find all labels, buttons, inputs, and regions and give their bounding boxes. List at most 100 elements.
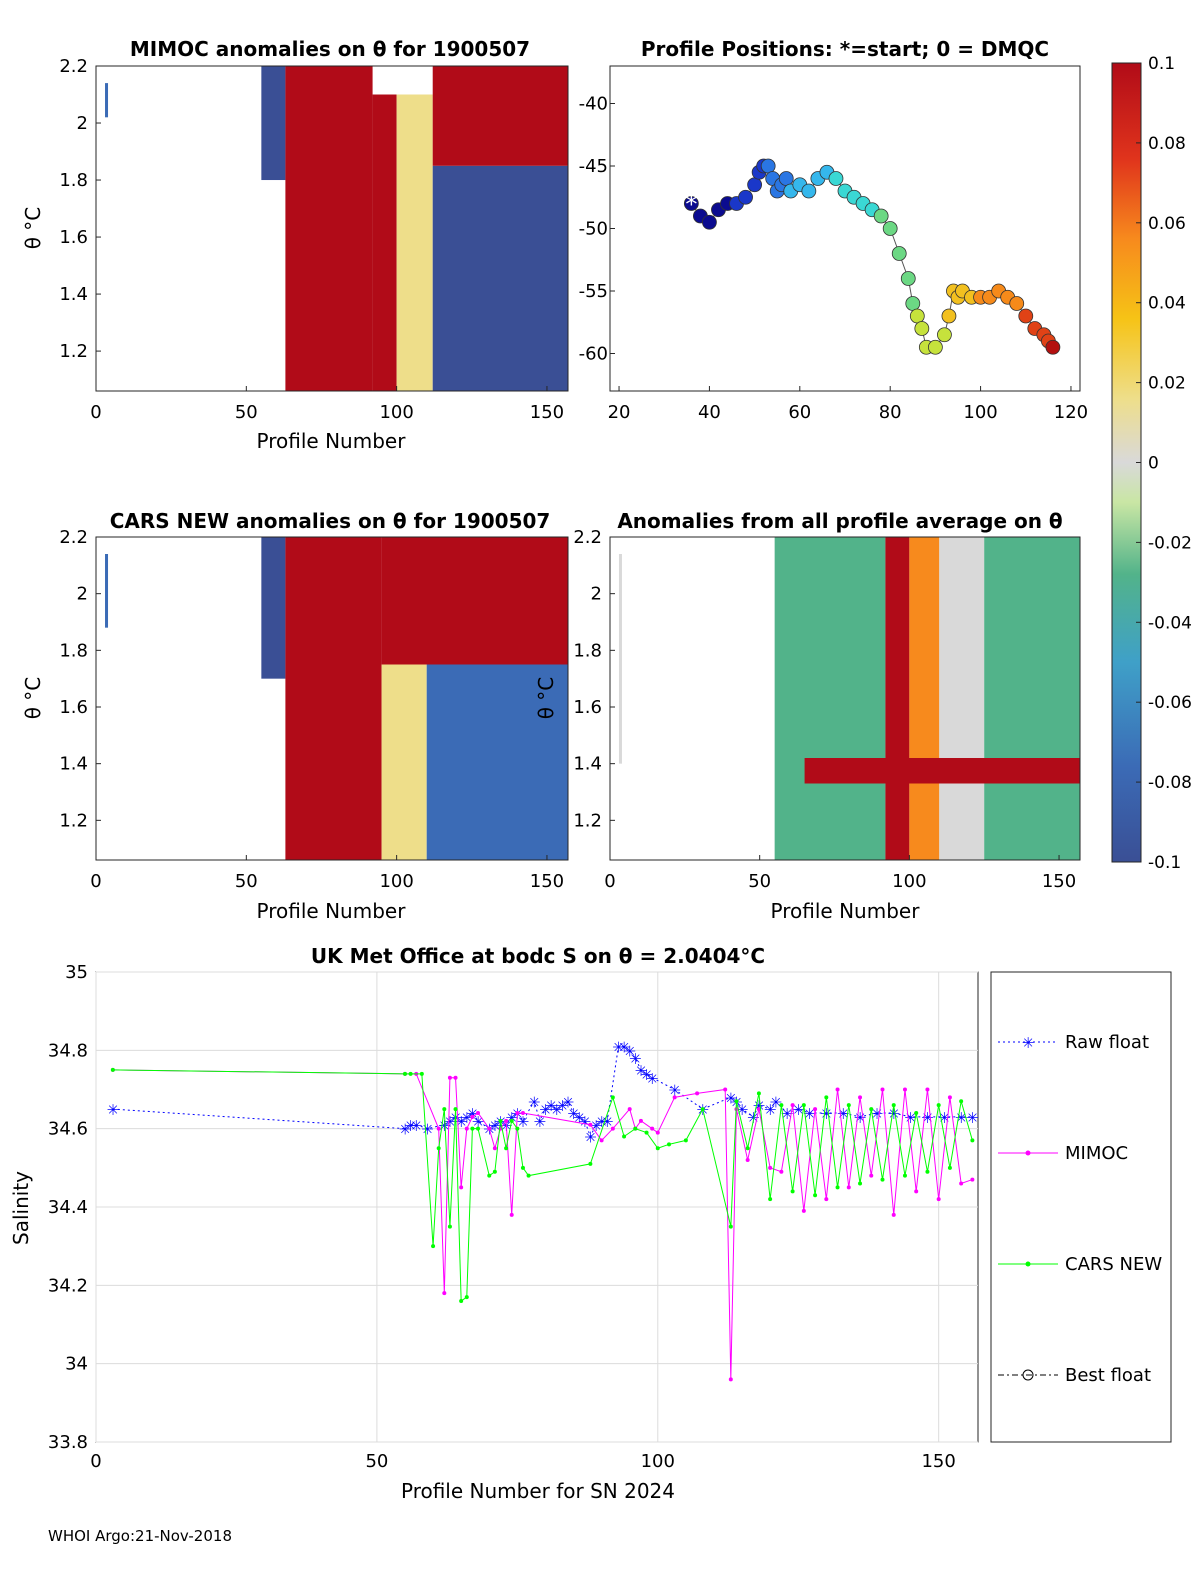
heatmap-region <box>618 554 622 764</box>
series-point <box>442 1107 447 1112</box>
heatmap-region <box>804 758 1080 784</box>
raw-float-marker: ✳ <box>550 1101 563 1119</box>
raw-float-marker: ✳ <box>517 1113 530 1131</box>
raw-float-marker: ✳ <box>534 1113 547 1131</box>
raw-float-marker: ✳ <box>966 1109 979 1127</box>
series-point <box>756 1107 761 1112</box>
raw-float-marker: ✳ <box>921 1109 934 1127</box>
series-point <box>768 1197 773 1202</box>
y-tick-label: -60 <box>579 344 608 365</box>
series-point <box>779 1103 784 1108</box>
raw-float-marker: ✳ <box>399 1121 412 1139</box>
profile-position-marker <box>937 327 952 343</box>
profile-position-marker <box>828 171 844 186</box>
profile-position-marker <box>1045 339 1061 355</box>
colorbar: 0.1 0.08 0.06 0.04 0.02 0 -0.02 -0.04 -0.06 -0.08… <box>1111 54 1192 873</box>
raw-float-marker: ✳ <box>668 1082 681 1100</box>
average-plot-frame <box>609 536 1081 861</box>
series-point <box>745 1158 750 1162</box>
heatmap-region <box>426 664 568 860</box>
series-point <box>835 1185 840 1190</box>
y-tick-label: -50 <box>579 219 608 240</box>
series-point <box>858 1181 863 1186</box>
heatmap-region <box>396 94 433 391</box>
x-tick-label: 0 <box>90 402 101 423</box>
mimoc-x-label: Profile Number <box>257 429 407 453</box>
raw-float-marker: ✳ <box>640 1066 653 1084</box>
series-point <box>470 1126 475 1131</box>
mimoc-plot-frame <box>95 65 569 392</box>
average-anomaly-panel: Anomalies from all profile average on θ … <box>534 509 1081 923</box>
cars-panel-title: CARS NEW anomalies on θ for 1900507 <box>110 509 551 533</box>
positions-plot-frame <box>609 65 1081 392</box>
raw-float-marker: ✳ <box>803 1105 816 1123</box>
y-tick-label: -40 <box>579 94 608 115</box>
series-line <box>112 1045 973 1138</box>
profile-position-marker <box>738 189 753 205</box>
series-point <box>520 1111 525 1115</box>
series-point <box>504 1146 509 1151</box>
y-tick-label: 1.2 <box>59 810 88 831</box>
series-point <box>914 1189 919 1194</box>
series-point <box>846 1103 851 1108</box>
raw-float-marker: ✳ <box>736 1101 749 1119</box>
y-tick-label: 34.8 <box>48 1040 88 1061</box>
series-point <box>453 1107 458 1112</box>
raw-float-marker: ✳ <box>646 1070 659 1088</box>
legend-box <box>990 971 1172 1443</box>
series-point <box>515 1111 520 1115</box>
series-point <box>436 1126 441 1131</box>
raw-float-marker: ✳ <box>792 1101 805 1119</box>
profile-positions-panel: Profile Positions: *=start; 0 = DMQC * 2… <box>579 37 1089 423</box>
series-point <box>801 1208 806 1213</box>
raw-float-marker: ✳ <box>562 1093 575 1111</box>
heatmap-region <box>885 537 910 860</box>
series-point <box>504 1118 509 1123</box>
x-tick-label: 100 <box>892 871 926 892</box>
series-point <box>846 1185 851 1190</box>
heatmap-region <box>432 165 568 391</box>
series-point <box>459 1299 464 1303</box>
series-point <box>813 1193 818 1198</box>
x-tick-label: 50 <box>235 871 258 892</box>
profile-position-marker <box>801 183 817 199</box>
series-point <box>110 1067 115 1072</box>
y-tick-label: 1.4 <box>59 284 88 305</box>
series-point <box>498 1118 503 1123</box>
series-point <box>672 1095 677 1100</box>
series-point <box>869 1107 874 1112</box>
y-tick-label: -45 <box>579 156 608 177</box>
x-tick-label: 100 <box>641 1451 675 1472</box>
series-point <box>902 1173 907 1178</box>
series-point <box>470 1114 475 1119</box>
profile-position-marker <box>941 308 957 324</box>
series-point <box>655 1130 660 1135</box>
legend-marker <box>1022 1369 1034 1381</box>
raw-float-marker: ✳ <box>444 1113 457 1131</box>
legend-marker <box>1025 1261 1031 1267</box>
heatmap-region <box>285 537 382 860</box>
y-tick-label: 1.8 <box>59 640 88 661</box>
raw-float-marker: ✳ <box>601 1113 614 1131</box>
series-point <box>914 1111 919 1115</box>
y-tick-label: 1.4 <box>573 754 602 775</box>
x-tick-label: 0 <box>604 871 615 892</box>
heatmap-region <box>432 66 568 166</box>
series-point <box>526 1173 531 1178</box>
mimoc-y-label: θ °C <box>21 207 45 250</box>
salinity-series: ✳✳✳✳✳ ✳✳✳✳✳✳✳ ✳✳✳✳✳✳✳✳✳✳✳✳✳✳✳✳✳✳✳✳✳✳✳✳✳✳ ✳✳… <box>107 1038 979 1382</box>
series-point <box>431 1244 436 1249</box>
x-tick-label: 150 <box>530 871 564 892</box>
y-tick-label: 1.6 <box>59 227 88 248</box>
average-axis-ticks: 0 50 100 150 2.2 2 1.8 1.6 1.4 1.2 <box>573 527 1076 892</box>
series-point <box>610 1095 615 1100</box>
series-point <box>520 1165 525 1170</box>
legend-label: MIMOC <box>1065 1143 1128 1164</box>
y-tick-label: 34.6 <box>48 1119 88 1140</box>
series-point <box>588 1161 593 1166</box>
average-heatmap-cells <box>618 537 1080 860</box>
series-point <box>813 1107 818 1112</box>
raw-float-marker: ✳ <box>854 1109 867 1127</box>
profile-position-marker <box>873 208 889 224</box>
y-tick-label: 2 <box>77 584 88 605</box>
